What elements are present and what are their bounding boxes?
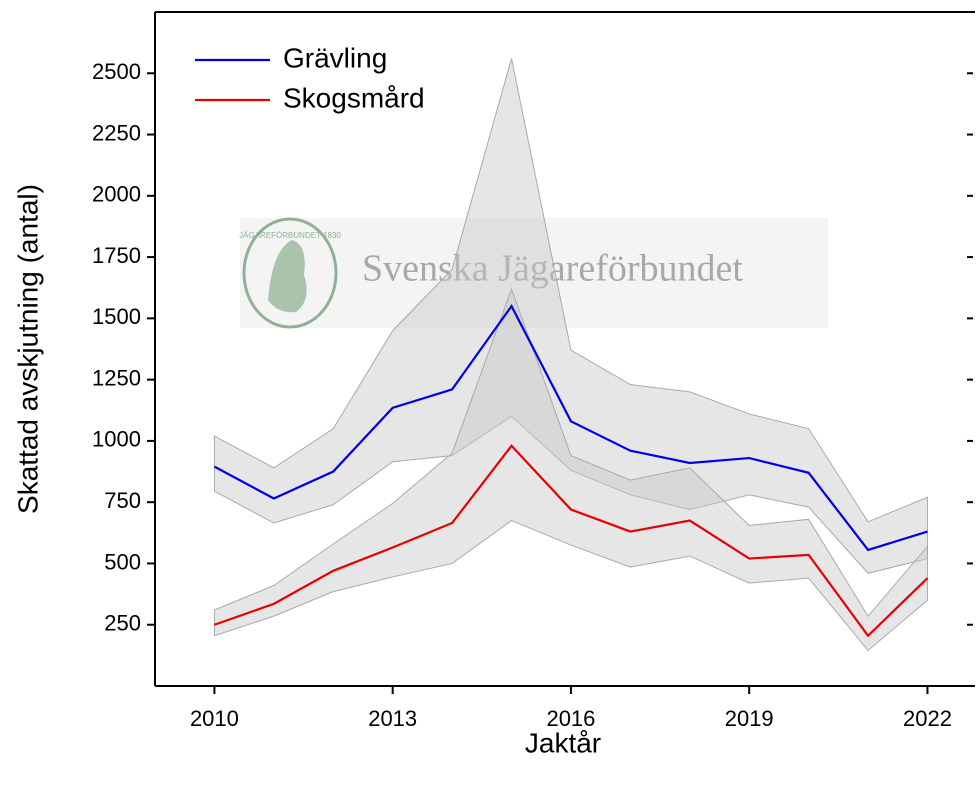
confidence-band xyxy=(213,287,928,652)
x-tick-label: 2013 xyxy=(368,706,417,731)
y-tick-label: 500 xyxy=(104,549,141,574)
line xyxy=(213,304,928,552)
y-tick-label: 1000 xyxy=(92,427,141,452)
x-tick-label: 2010 xyxy=(190,706,239,731)
x-tick-label: 2019 xyxy=(725,706,774,731)
y-tick-label: 1250 xyxy=(92,365,141,390)
watermark-text: Svenska Jägareförbundet xyxy=(362,248,743,290)
y-tick-label: 1750 xyxy=(92,243,141,268)
x-tick-label: 2016 xyxy=(546,706,595,731)
legend-label: Grävling xyxy=(283,42,387,73)
line xyxy=(214,444,929,638)
y-tick-label: 2500 xyxy=(92,59,141,84)
watermark-logo-text: JÄGAREFÖRBUNDET 1830 xyxy=(239,231,341,240)
y-tick-label: 250 xyxy=(104,611,141,636)
x-tick-label: 2022 xyxy=(903,706,952,731)
legend-label: Skogsmård xyxy=(283,82,425,113)
y-axis-label: Skattad avskjutning (antal) xyxy=(12,184,43,514)
y-tick-label: 2000 xyxy=(92,182,141,207)
x-axis-label: Jaktår xyxy=(525,727,601,758)
watermark: JÄGAREFÖRBUNDET 1830 Svenska Jägareförbu… xyxy=(239,217,828,329)
watermark-logo xyxy=(242,217,338,329)
y-tick-label: 1500 xyxy=(92,304,141,329)
watermark-logo-bird xyxy=(268,240,307,313)
y-tick-label: 750 xyxy=(104,488,141,513)
watermark-background xyxy=(240,218,828,328)
y-tick-label: 2250 xyxy=(92,120,141,145)
